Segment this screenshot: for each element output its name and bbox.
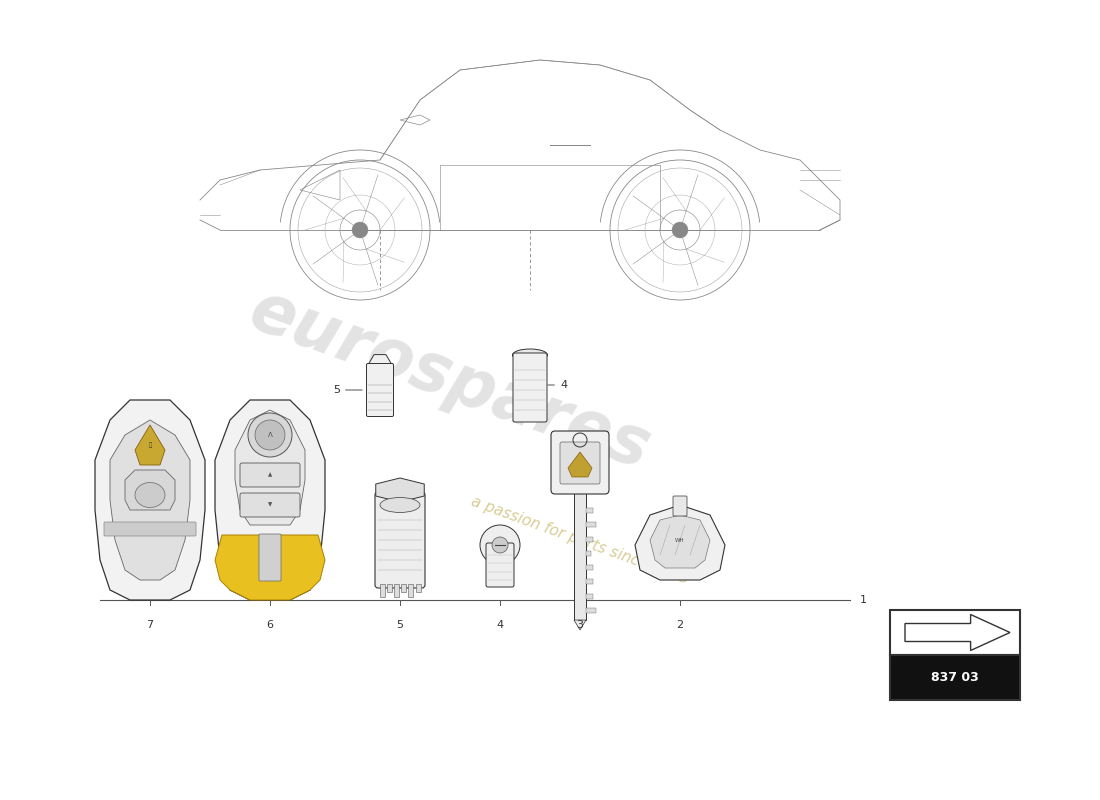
FancyBboxPatch shape [375, 492, 425, 588]
Circle shape [672, 222, 688, 238]
Polygon shape [905, 614, 1010, 650]
FancyBboxPatch shape [513, 353, 547, 422]
Text: WH: WH [675, 538, 685, 542]
Text: 1: 1 [860, 595, 867, 605]
Text: a passion for parts since 1985: a passion for parts since 1985 [469, 494, 691, 586]
Polygon shape [650, 515, 710, 568]
Polygon shape [110, 420, 190, 580]
Polygon shape [125, 470, 175, 510]
Circle shape [255, 420, 285, 450]
Text: 837 03: 837 03 [931, 671, 979, 684]
Bar [586, 551, 593, 556]
Text: 4: 4 [496, 620, 504, 630]
Polygon shape [368, 354, 392, 375]
Text: ▼: ▼ [268, 502, 272, 507]
Ellipse shape [513, 349, 548, 361]
Bar [402, 584, 406, 592]
Bar [586, 508, 593, 513]
Circle shape [492, 537, 508, 553]
Bar [408, 584, 414, 597]
Ellipse shape [135, 482, 165, 507]
Circle shape [480, 525, 520, 565]
FancyBboxPatch shape [366, 363, 394, 417]
Polygon shape [568, 452, 592, 477]
Bar [586, 608, 596, 613]
Text: 5: 5 [333, 385, 362, 395]
FancyBboxPatch shape [574, 490, 586, 620]
Bar [394, 584, 399, 597]
FancyBboxPatch shape [486, 543, 514, 587]
Polygon shape [376, 478, 425, 502]
Polygon shape [214, 535, 324, 600]
FancyBboxPatch shape [258, 534, 280, 581]
Text: 2: 2 [676, 620, 683, 630]
Text: 6: 6 [266, 620, 274, 630]
Bar [387, 584, 392, 592]
Polygon shape [95, 400, 205, 600]
FancyBboxPatch shape [560, 442, 600, 484]
Ellipse shape [379, 498, 420, 513]
FancyBboxPatch shape [673, 496, 688, 516]
Bar [586, 522, 593, 527]
FancyBboxPatch shape [551, 431, 609, 494]
Circle shape [352, 222, 368, 238]
Text: 5: 5 [396, 620, 404, 630]
FancyBboxPatch shape [240, 463, 300, 487]
Text: ▲: ▲ [268, 473, 272, 478]
Polygon shape [235, 410, 305, 525]
Bar [586, 594, 596, 598]
Polygon shape [635, 505, 725, 580]
Bar [379, 584, 385, 597]
Text: eurospares: eurospares [241, 277, 659, 483]
FancyBboxPatch shape [240, 493, 300, 517]
Text: 🐂: 🐂 [148, 442, 152, 448]
Bar [586, 579, 593, 585]
Text: 3: 3 [576, 620, 583, 630]
Text: Λ: Λ [267, 432, 273, 438]
Text: 4: 4 [548, 380, 568, 390]
Bar [586, 565, 591, 570]
Bar [586, 537, 596, 542]
Polygon shape [574, 620, 586, 630]
Circle shape [248, 413, 292, 457]
FancyBboxPatch shape [890, 610, 1020, 655]
Bar [416, 584, 420, 592]
Text: 7: 7 [146, 620, 154, 630]
FancyBboxPatch shape [890, 655, 1020, 700]
Polygon shape [135, 425, 165, 465]
Polygon shape [214, 400, 324, 600]
FancyBboxPatch shape [104, 522, 196, 536]
